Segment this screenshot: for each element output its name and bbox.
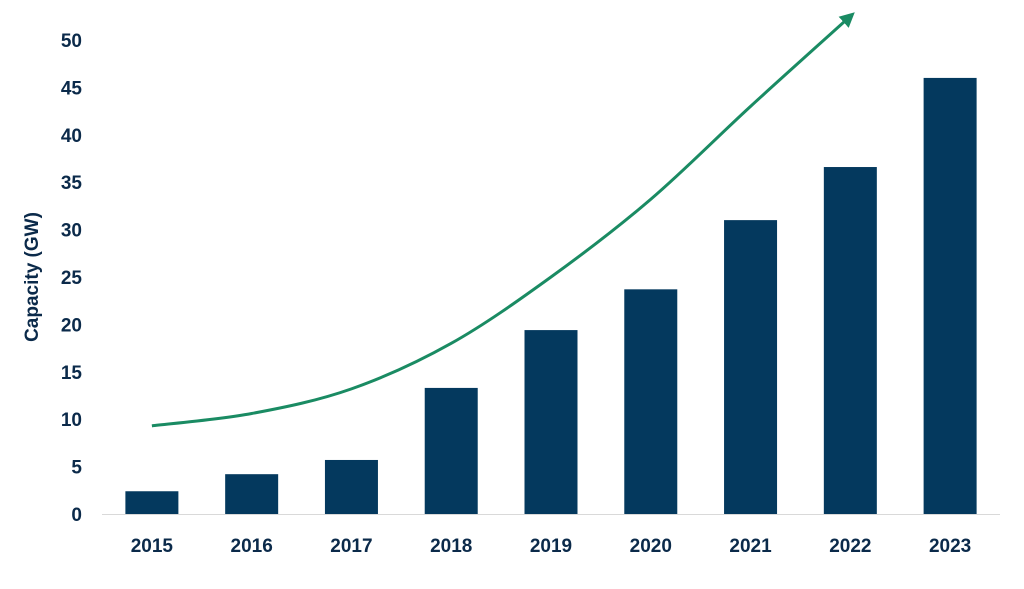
y-axis-label: Capacity (GW)	[22, 212, 43, 342]
x-tick-label: 2020	[630, 536, 672, 557]
x-tick-label: 2019	[530, 536, 572, 557]
y-axis-ticks: 0 5 10 15 20 25 30 35 40 45 50	[61, 31, 83, 526]
x-tick-label: 2015	[131, 536, 174, 557]
y-tick-label: 15	[61, 363, 83, 384]
trend-curve	[151, 12, 855, 428]
y-tick-label: 5	[71, 458, 82, 479]
y-tick-label: 40	[61, 126, 82, 147]
y-tick-label: 10	[61, 410, 82, 431]
bar-2017	[324, 459, 378, 514]
bar-2016	[225, 474, 279, 514]
y-tick-label: 20	[61, 315, 82, 336]
x-tick-label: 2018	[430, 536, 472, 557]
bars	[125, 77, 977, 515]
bar-2023	[923, 77, 977, 515]
y-tick-label: 50	[61, 31, 82, 52]
y-tick-label: 0	[71, 505, 82, 526]
bar-2019	[524, 330, 578, 514]
bar-2018	[424, 387, 478, 514]
x-tick-label: 2021	[729, 536, 772, 557]
trend-arrow	[151, 12, 855, 428]
x-axis-ticks: 2015 2016 2017 2018 2019 2020 2021 2022 2023	[131, 536, 972, 557]
x-tick-label: 2023	[929, 536, 971, 557]
x-tick-label: 2016	[231, 536, 273, 557]
bar-2020	[624, 289, 678, 514]
bar-2021	[724, 220, 778, 514]
bar-2022	[823, 167, 877, 515]
y-tick-label: 45	[61, 78, 83, 99]
y-tick-label: 25	[61, 268, 83, 289]
x-tick-label: 2017	[330, 536, 372, 557]
y-tick-label: 35	[61, 173, 83, 194]
bar-2015	[125, 491, 179, 514]
x-tick-label: 2022	[829, 536, 871, 557]
y-tick-label: 30	[61, 221, 82, 242]
